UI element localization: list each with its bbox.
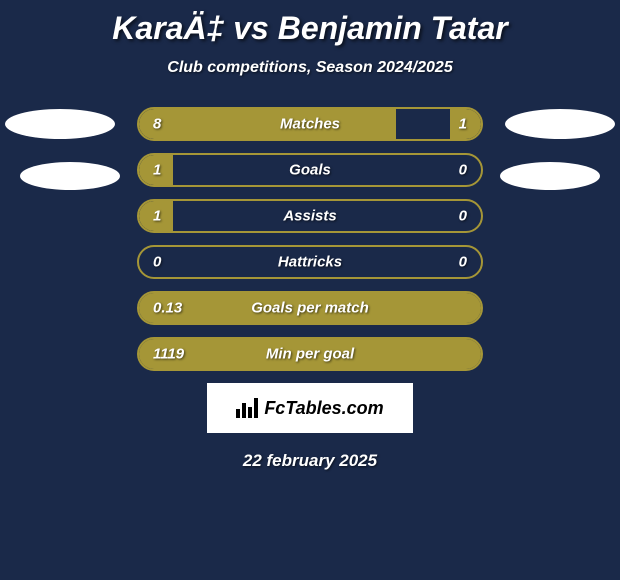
stat-value-left: 1	[153, 208, 161, 225]
stat-fill-left	[139, 109, 396, 139]
stat-value-right: 0	[459, 254, 467, 271]
logo-label: FcTables.com	[264, 398, 383, 419]
stat-label: Goals	[289, 162, 331, 179]
stats-bars-container: 8 Matches 1 1 Goals 0 1 Assists 0 0 Hatt…	[137, 107, 483, 371]
stat-value-left: 0.13	[153, 300, 182, 317]
stat-label: Goals per match	[251, 300, 369, 317]
player-right-badge-placeholder	[500, 162, 600, 190]
stat-value-left: 8	[153, 116, 161, 133]
stat-value-right: 0	[459, 208, 467, 225]
comparison-subtitle: Club competitions, Season 2024/2025	[0, 59, 620, 77]
stat-label: Hattricks	[278, 254, 342, 271]
stat-row-goals: 1 Goals 0	[137, 153, 483, 187]
stat-value-left: 1	[153, 162, 161, 179]
stat-row-hattricks: 0 Hattricks 0	[137, 245, 483, 279]
stat-label: Min per goal	[266, 346, 354, 363]
player-right-photo-placeholder	[505, 109, 615, 139]
bars-chart-icon	[236, 398, 258, 418]
stat-row-matches: 8 Matches 1	[137, 107, 483, 141]
stat-label: Matches	[280, 116, 340, 133]
stat-value-right: 1	[459, 116, 467, 133]
content-area: 8 Matches 1 1 Goals 0 1 Assists 0 0 Hatt…	[0, 107, 620, 471]
player-left-badge-placeholder	[20, 162, 120, 190]
player-left-photo-placeholder	[5, 109, 115, 139]
comparison-date: 22 february 2025	[0, 451, 620, 471]
comparison-title: KaraÄ‡ vs Benjamin Tatar	[0, 10, 620, 47]
stat-row-assists: 1 Assists 0	[137, 199, 483, 233]
stat-value-left: 0	[153, 254, 161, 271]
stat-row-min-per-goal: 1119 Min per goal	[137, 337, 483, 371]
stat-label: Assists	[283, 208, 336, 225]
stat-row-goals-per-match: 0.13 Goals per match	[137, 291, 483, 325]
stat-value-left: 1119	[153, 346, 184, 363]
fctables-logo[interactable]: FcTables.com	[207, 383, 413, 433]
fctables-logo-text: FcTables.com	[236, 398, 383, 419]
stat-value-right: 0	[459, 162, 467, 179]
